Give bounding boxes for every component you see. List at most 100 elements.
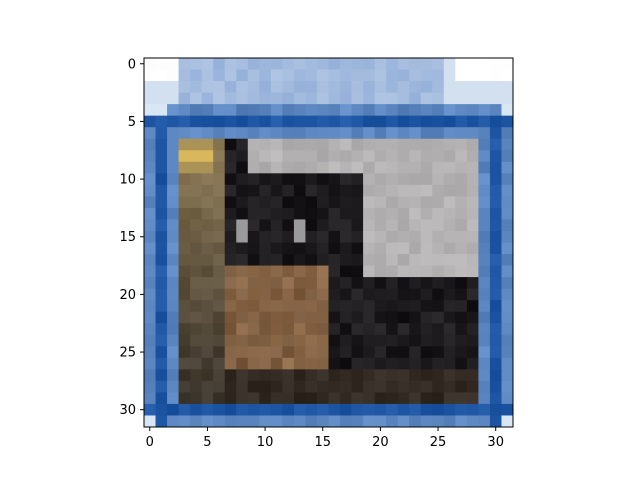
image-pixel	[236, 323, 249, 336]
image-pixel	[201, 230, 214, 243]
image-pixel	[270, 69, 283, 82]
image-pixel	[178, 415, 191, 428]
image-pixel	[236, 196, 249, 209]
image-pixel	[501, 173, 514, 186]
image-pixel	[478, 127, 491, 140]
image-pixel	[213, 115, 226, 128]
image-pixel	[409, 346, 422, 359]
image-pixel	[282, 254, 295, 266]
image-pixel	[386, 196, 399, 209]
image-pixel	[224, 415, 237, 428]
image-pixel	[489, 334, 502, 347]
image-pixel	[259, 277, 272, 290]
image-pixel	[144, 115, 156, 128]
image-pixel	[282, 265, 295, 278]
image-pixel	[351, 346, 364, 359]
image-pixel	[224, 311, 237, 324]
image-pixel	[351, 403, 364, 416]
image-pixel	[224, 173, 237, 186]
image-pixel	[397, 265, 410, 278]
image-pixel	[374, 104, 387, 117]
image-pixel	[420, 115, 433, 128]
image-pixel	[316, 184, 329, 197]
image-pixel	[409, 242, 422, 255]
x-tick-label: 5	[203, 435, 211, 450]
image-pixel	[420, 230, 433, 243]
image-pixel	[432, 150, 445, 163]
image-pixel	[466, 184, 479, 197]
image-pixel	[478, 323, 491, 336]
image-pixel	[501, 58, 514, 70]
image-pixel	[328, 380, 341, 393]
image-pixel	[155, 173, 168, 186]
image-pixel	[455, 357, 468, 370]
image-pixel	[432, 58, 445, 70]
image-pixel	[501, 334, 514, 347]
image-pixel	[466, 69, 479, 82]
image-pixel	[386, 58, 399, 70]
image-pixel	[374, 150, 387, 163]
image-pixel	[282, 69, 295, 82]
image-pixel	[420, 311, 433, 324]
image-pixel	[236, 277, 249, 290]
image-pixel	[155, 230, 168, 243]
image-pixel	[178, 277, 191, 290]
image-pixel	[167, 196, 179, 209]
image-pixel	[443, 380, 456, 393]
image-pixel	[432, 81, 445, 93]
image-pixel	[224, 184, 237, 197]
image-pixel	[478, 161, 491, 174]
image-pixel	[270, 161, 283, 174]
image-pixel	[201, 346, 214, 359]
image-pixel	[155, 254, 168, 266]
image-pixel	[144, 58, 156, 70]
image-pixel	[178, 115, 191, 128]
image-pixel	[420, 69, 433, 82]
image-pixel	[190, 207, 203, 220]
image-pixel	[328, 81, 341, 93]
image-pixel	[167, 104, 179, 117]
image-pixel	[409, 127, 422, 140]
image-pixel	[247, 127, 260, 140]
image-pixel	[409, 161, 422, 174]
image-pixel	[351, 69, 364, 82]
image-pixel	[397, 380, 410, 393]
y-tick-label: 10	[119, 173, 136, 188]
image-pixel	[167, 219, 179, 232]
image-pixel	[201, 311, 214, 324]
image-pixel	[386, 392, 399, 405]
image-pixel	[363, 277, 376, 290]
image-pixel	[351, 173, 364, 186]
image-pixel	[282, 219, 295, 232]
image-pixel	[397, 184, 410, 197]
image-pixel	[340, 288, 352, 301]
image-pixel	[363, 127, 376, 140]
image-pixel	[213, 196, 226, 209]
image-pixel	[282, 161, 295, 174]
image-pixel	[247, 161, 260, 174]
image-pixel	[443, 323, 456, 336]
image-pixel	[270, 127, 283, 140]
image-pixel	[478, 173, 491, 186]
image-pixel	[455, 69, 468, 82]
image-pixel	[466, 104, 479, 117]
image-pixel	[282, 323, 295, 336]
image-pixel	[316, 127, 329, 140]
image-pixel	[466, 277, 479, 290]
image-pixel	[201, 138, 214, 151]
image-pixel	[351, 161, 364, 174]
image-pixel	[409, 207, 422, 220]
image-pixel	[397, 392, 410, 405]
image-pixel	[443, 69, 456, 82]
image-pixel	[213, 150, 226, 163]
image-pixel	[501, 207, 514, 220]
image-pixel	[155, 242, 168, 255]
image-pixel	[155, 138, 168, 151]
image-pixel	[167, 403, 179, 416]
image-pixel	[386, 323, 399, 336]
image-pixel	[351, 415, 364, 428]
image-pixel	[328, 357, 341, 370]
image-pixel	[167, 265, 179, 278]
image-pixels	[144, 58, 514, 428]
image-pixel	[489, 242, 502, 255]
